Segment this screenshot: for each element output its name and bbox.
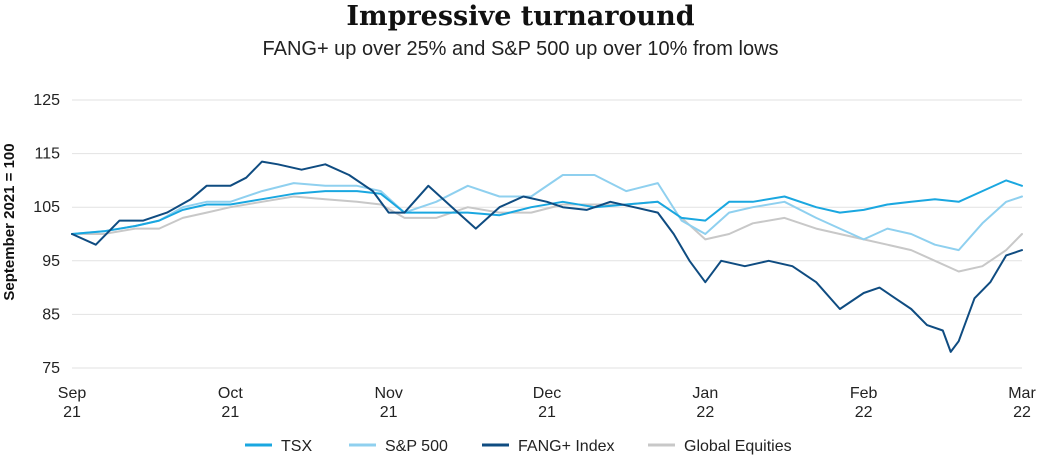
y-axis-label: September 2021 = 100 bbox=[1, 143, 18, 300]
legend: TSX S&P 500 FANG+ Index Global Equities bbox=[245, 438, 792, 455]
series-line-s-p-500 bbox=[71, 174, 1023, 252]
y-tick-label: 75 bbox=[42, 360, 60, 377]
x-tick-label: 21 bbox=[538, 404, 556, 421]
x-tick-label: 21 bbox=[63, 404, 81, 421]
series-line-tsx bbox=[71, 179, 1023, 235]
y-tick-label: 105 bbox=[33, 199, 60, 216]
legend-label: FANG+ Index bbox=[518, 438, 615, 455]
x-axis-ticks: Sep 21 Oct 21 Nov 21 Dec 21 Jan 22 Feb 22 Mar 22 bbox=[58, 385, 1037, 421]
y-axis-ticks: 125 115 105 95 85 75 bbox=[33, 92, 60, 377]
legend-label: S&P 500 bbox=[385, 438, 448, 455]
x-tick-label: Dec bbox=[533, 385, 561, 402]
y-tick-label: 95 bbox=[42, 253, 60, 270]
x-tick-label: Sep bbox=[58, 385, 87, 402]
x-tick-label: Mar bbox=[1008, 385, 1036, 402]
x-tick-label: Nov bbox=[374, 385, 402, 402]
x-tick-label: Oct bbox=[218, 385, 243, 402]
series-line-fang-index bbox=[71, 160, 1023, 353]
x-tick-label: 21 bbox=[221, 404, 239, 421]
x-tick-label: 22 bbox=[855, 404, 873, 421]
y-tick-label: 125 bbox=[33, 92, 60, 109]
chart-title: Impressive turnaround bbox=[346, 1, 695, 32]
y-tick-label: 115 bbox=[34, 146, 60, 163]
legend-label: TSX bbox=[281, 438, 312, 455]
legend-label: Global Equities bbox=[684, 438, 792, 455]
grid bbox=[72, 99, 1022, 369]
x-tick-label: 22 bbox=[1013, 404, 1031, 421]
y-tick-label: 85 bbox=[42, 306, 60, 323]
x-tick-label: 22 bbox=[696, 404, 714, 421]
x-tick-label: Feb bbox=[850, 385, 878, 402]
x-tick-label: 21 bbox=[380, 404, 398, 421]
chart-subtitle: FANG+ up over 25% and S&P 500 up over 10… bbox=[262, 38, 779, 60]
series-lines bbox=[71, 160, 1023, 353]
series-line-global-equities bbox=[71, 195, 1023, 273]
x-tick-label: Jan bbox=[692, 385, 718, 402]
